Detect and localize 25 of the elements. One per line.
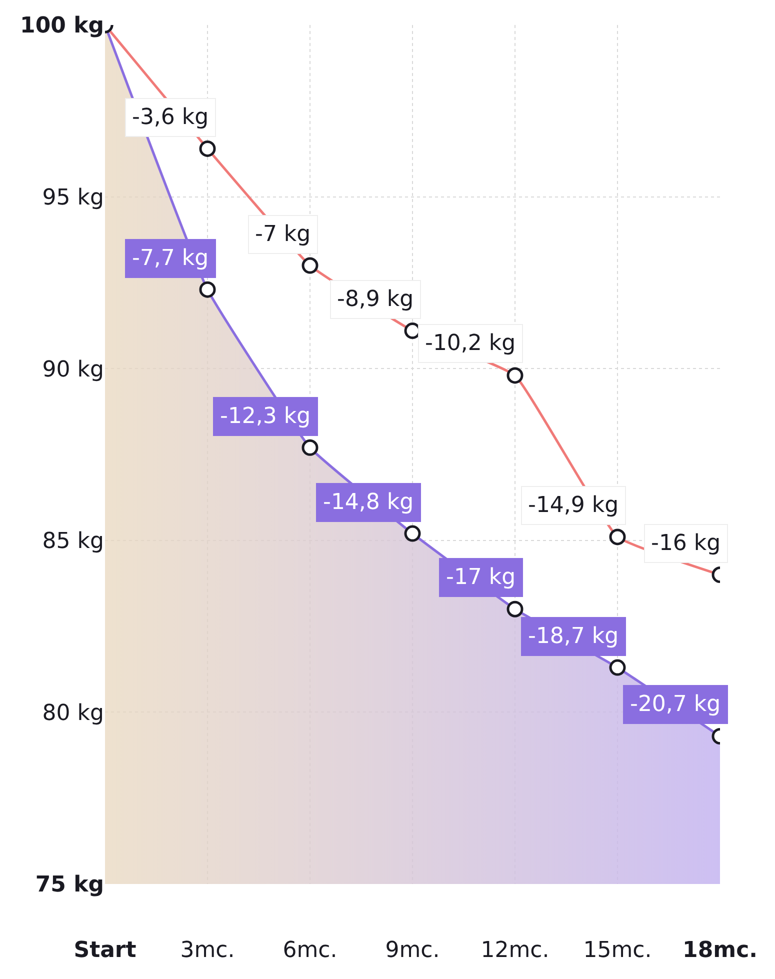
annotation: -3,6 kg: [132, 105, 209, 130]
annotation: -18,7 kg: [528, 624, 619, 649]
x-tick-label: 12mc.: [480, 938, 550, 963]
annotation: -20,7 kg: [630, 692, 721, 717]
annotation: -14,9 kg: [528, 493, 619, 518]
y-tick-label: 75 kg: [35, 872, 104, 898]
annotation: -7 kg: [255, 222, 311, 247]
annotation: -14,8 kg: [323, 490, 414, 515]
y-tick-label: 80 kg: [42, 700, 104, 726]
x-tick-label: 3mc.: [180, 938, 235, 963]
annotation: -8,9 kg: [337, 287, 414, 312]
y-tick-label: 85 kg: [42, 529, 104, 554]
annotation: -16 kg: [651, 531, 721, 556]
x-tick-label: 15mc.: [583, 938, 652, 963]
y-tick-label: 90 kg: [42, 357, 104, 382]
annotation: -12,3 kg: [220, 404, 311, 429]
x-tick-label: 9mc.: [385, 938, 440, 963]
x-tick-label: Start: [74, 938, 137, 963]
annotation: -17 kg: [446, 565, 516, 590]
y-tick-label: 100 kg: [20, 14, 104, 39]
x-tick-label: 6mc.: [282, 938, 338, 963]
y-tick-label: 95 kg: [42, 186, 104, 210]
annotation: -10,2 kg: [425, 331, 516, 356]
x-tick-label: 18mc.: [682, 938, 758, 963]
annotation: -7,7 kg: [132, 246, 209, 271]
